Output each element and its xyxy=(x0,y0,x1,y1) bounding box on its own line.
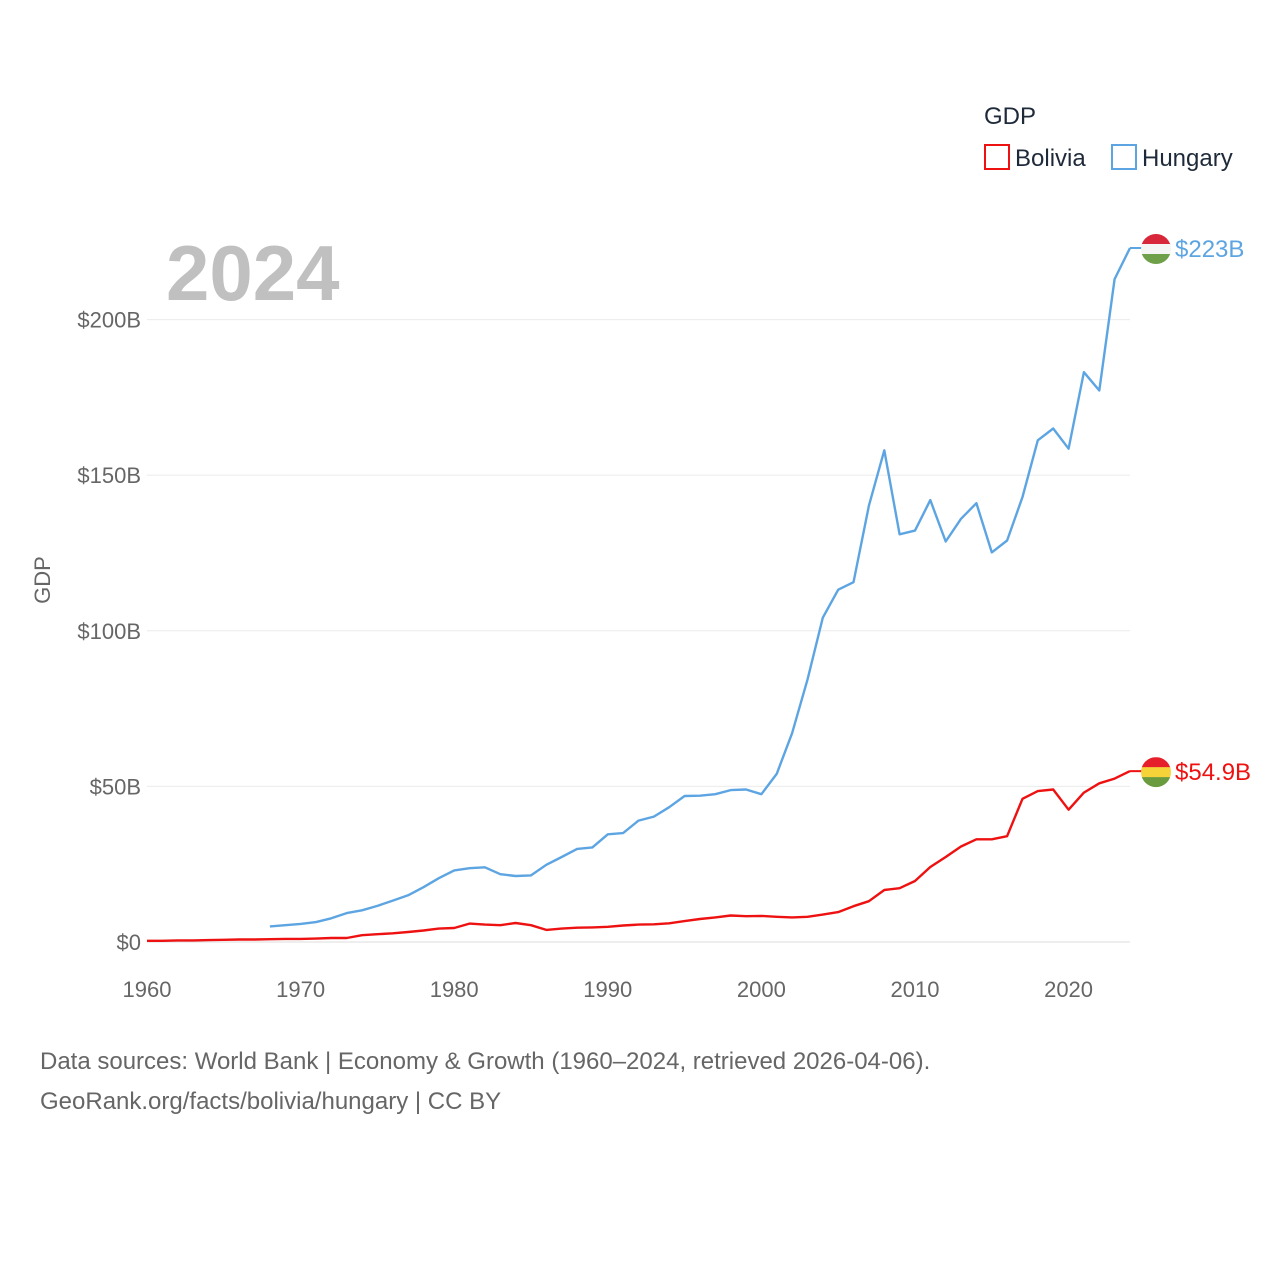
legend-label: Hungary xyxy=(1142,145,1233,172)
x-tick-label: 2000 xyxy=(737,977,786,1002)
legend[interactable]: GDP Bolivia Hungary xyxy=(984,103,1233,172)
y-axis: $0 $50B $100B $150B $200B xyxy=(77,308,141,955)
legend-swatch xyxy=(1111,144,1137,170)
legend-swatch xyxy=(984,144,1010,170)
source-note: Data sources: World Bank | Economy & Gro… xyxy=(40,1042,930,1122)
y-tick-label: $50B xyxy=(90,774,141,799)
x-tick-label: 1970 xyxy=(276,977,325,1002)
y-axis-label: GDP xyxy=(30,556,55,604)
bolivia-end-label: $54.9B xyxy=(1175,759,1251,786)
legend-title: GDP xyxy=(984,103,1036,130)
y-tick-label: $150B xyxy=(77,463,141,488)
y-tick-label: $0 xyxy=(117,930,141,955)
hungary-flag-icon xyxy=(1141,234,1171,264)
x-tick-label: 1980 xyxy=(430,977,479,1002)
x-axis: 1960 1970 1980 1990 2000 2010 2020 xyxy=(123,977,1094,1002)
source-line-1: Data sources: World Bank | Economy & Gro… xyxy=(40,1048,931,1075)
legend-item-bolivia[interactable]: Bolivia xyxy=(984,144,1086,172)
end-labels: $54.9B $223B xyxy=(1130,234,1251,788)
y-tick-label: $200B xyxy=(77,308,141,333)
legend-label: Bolivia xyxy=(1015,145,1086,172)
x-tick-label: 1960 xyxy=(123,977,172,1002)
hungary-end-label: $223B xyxy=(1175,236,1244,263)
legend-item-hungary[interactable]: Hungary xyxy=(1111,144,1233,172)
x-tick-label: 2020 xyxy=(1044,977,1093,1002)
source-line-2[interactable]: GeoRank.org/facts/bolivia/hungary | CC B… xyxy=(40,1088,502,1115)
bolivia-line[interactable] xyxy=(147,770,1131,942)
x-tick-label: 2010 xyxy=(890,977,939,1002)
series-lines xyxy=(147,247,1132,942)
x-tick-label: 1990 xyxy=(583,977,632,1002)
hungary-line[interactable] xyxy=(269,247,1132,928)
gridlines xyxy=(147,319,1130,943)
year-label: 2024 xyxy=(166,229,340,317)
y-tick-label: $100B xyxy=(77,619,141,644)
bolivia-flag-icon xyxy=(1141,757,1171,788)
